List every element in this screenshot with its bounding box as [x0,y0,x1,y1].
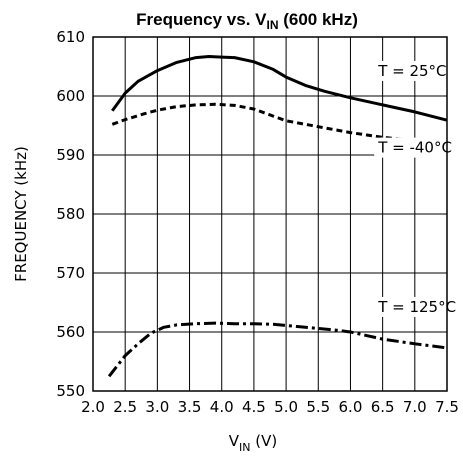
series-annotation-label: T = 125°C [377,298,456,316]
y-tick-label: 610 [56,28,85,46]
y-tick-labels: 550 560 570 580 590 600 610 [56,28,85,400]
series-annotation-bg [374,60,450,81]
x-tick-label: 3.5 [178,398,202,416]
x-tick-label: 2.5 [113,398,137,416]
series-annotation-label: T = 25°C [377,62,446,80]
y-tick-label: 600 [56,87,85,105]
x-tick-label: 7.0 [403,398,427,416]
chart-title-sub: IN [267,18,279,32]
series-line-solid [111,55,448,122]
x-tick-label: 4.0 [210,398,234,416]
series-annotation-bg [374,296,460,317]
y-tick-label: 550 [56,382,85,400]
y-tick-label: 590 [56,146,85,164]
x-axis-label-suffix: (V) [251,432,278,450]
x-tick-label: 2.0 [81,398,105,416]
series-line-dashed [111,102,448,145]
chart-title-suffix: (600 kHz) [279,10,358,29]
x-tick-label: 4.5 [242,398,266,416]
x-axis-label: VIN (V) [229,432,277,454]
series-line-dashdot [107,321,448,378]
y-tick-label: 570 [56,264,85,282]
x-tick-label: 3.0 [145,398,169,416]
series-lines [107,55,448,378]
x-tick-label: 6.5 [371,398,395,416]
series-annotation-label: T = -40°C [377,139,452,157]
x-tick-labels: 2.0 2.5 3.0 3.5 4.0 4.5 5.0 5.5 6.0 6.5 7.0 7.5 [81,398,459,416]
chart-title: Frequency vs. VIN (600 kHz) [136,10,358,32]
x-tick-label: 5.0 [274,398,298,416]
chart-title-main: Frequency vs. V [136,10,267,29]
y-axis-label: FREQUENCY (kHz) [12,146,30,282]
x-axis-label-main: V [229,432,240,450]
series-annotations: T = 25°C T = -40°C T = 125°C [374,60,460,317]
plot-frame [92,36,448,392]
y-tick-label: 560 [56,323,85,341]
series-annotation-bg [374,137,455,158]
x-tick-label: 5.5 [306,398,330,416]
x-tick-label: 7.5 [435,398,459,416]
y-tick-label: 580 [56,205,85,223]
x-tick-label: 6.0 [339,398,363,416]
x-axis-label-sub: IN [239,441,250,454]
